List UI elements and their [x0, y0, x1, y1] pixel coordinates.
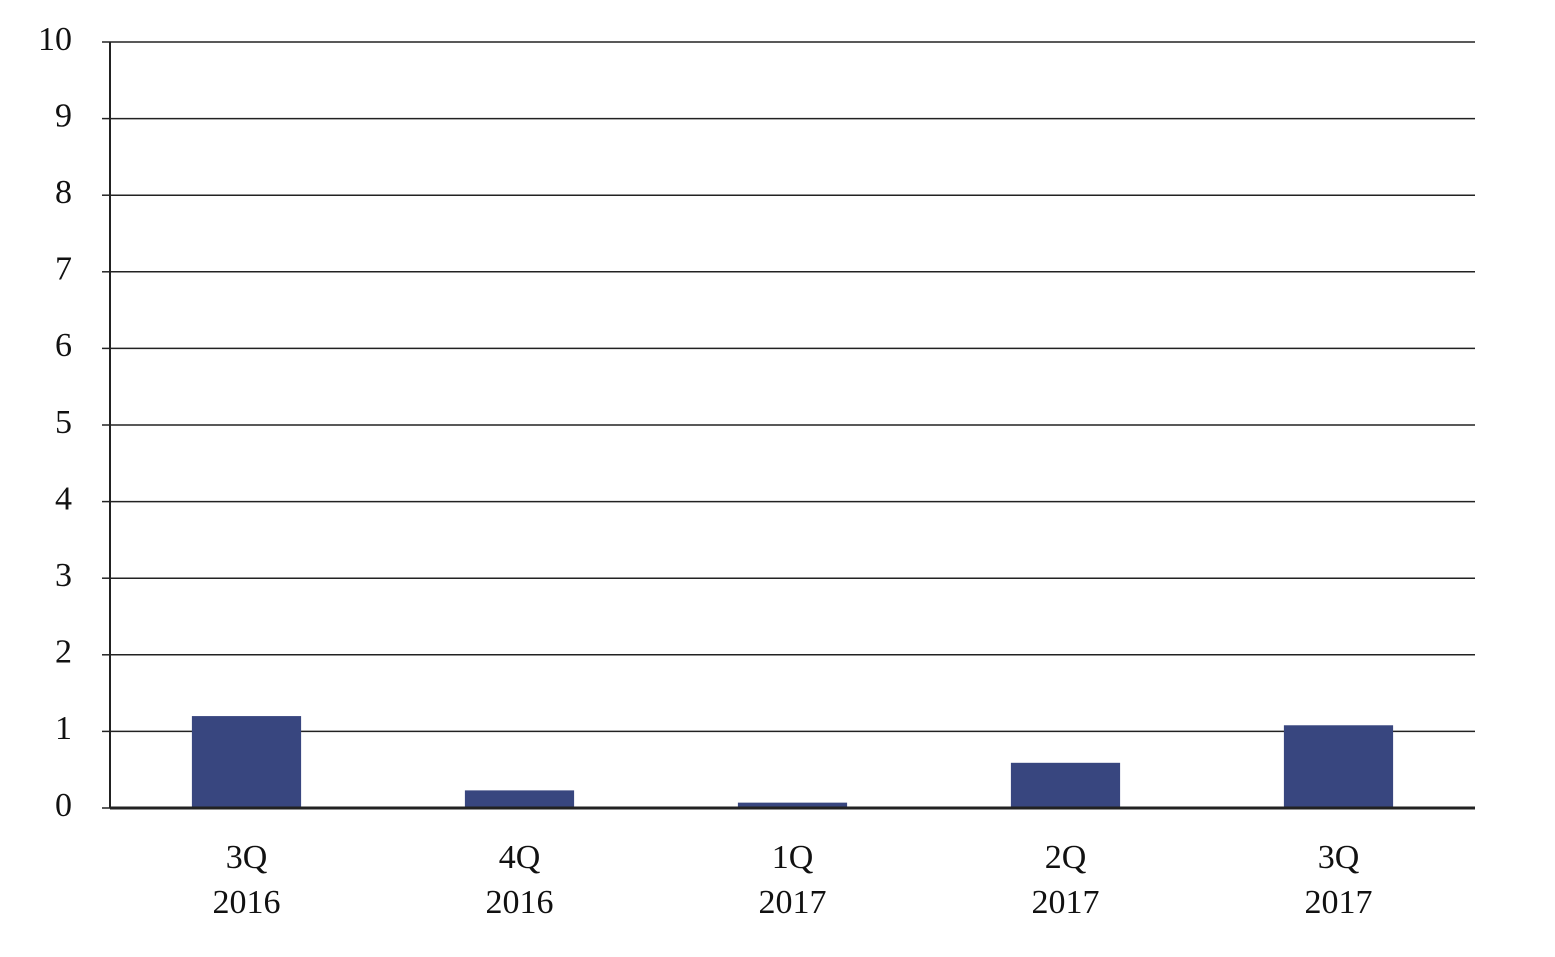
y-tick-label: 8: [55, 174, 72, 211]
x-tick-label: 2016: [213, 884, 281, 921]
bar: [737, 802, 848, 808]
x-tick-label: 2017: [1032, 884, 1100, 921]
y-tick-label: 1: [55, 710, 72, 747]
y-tick-label: 5: [55, 404, 72, 441]
y-tick-label: 0: [55, 787, 72, 824]
bar: [191, 716, 302, 808]
y-tick-label: 2: [55, 634, 72, 671]
y-tick-label: 10: [38, 21, 72, 58]
y-tick-label: 4: [55, 480, 72, 517]
x-tick-label: 1Q: [772, 839, 814, 876]
y-tick-label: 7: [55, 251, 72, 288]
x-tick-label: 2016: [486, 884, 554, 921]
x-tick-label: 3Q: [226, 839, 268, 876]
bar: [464, 790, 575, 808]
x-tick-label: 3Q: [1318, 839, 1360, 876]
y-tick-label: 9: [55, 97, 72, 134]
y-tick-label: 6: [55, 327, 72, 364]
x-tick-label: 2017: [1305, 884, 1373, 921]
bar: [1283, 725, 1394, 808]
x-tick-label: 2017: [759, 884, 827, 921]
x-tick-label: 4Q: [499, 839, 541, 876]
x-tick-label: 2Q: [1045, 839, 1087, 876]
bar: [1010, 762, 1121, 808]
y-tick-label: 3: [55, 557, 72, 594]
